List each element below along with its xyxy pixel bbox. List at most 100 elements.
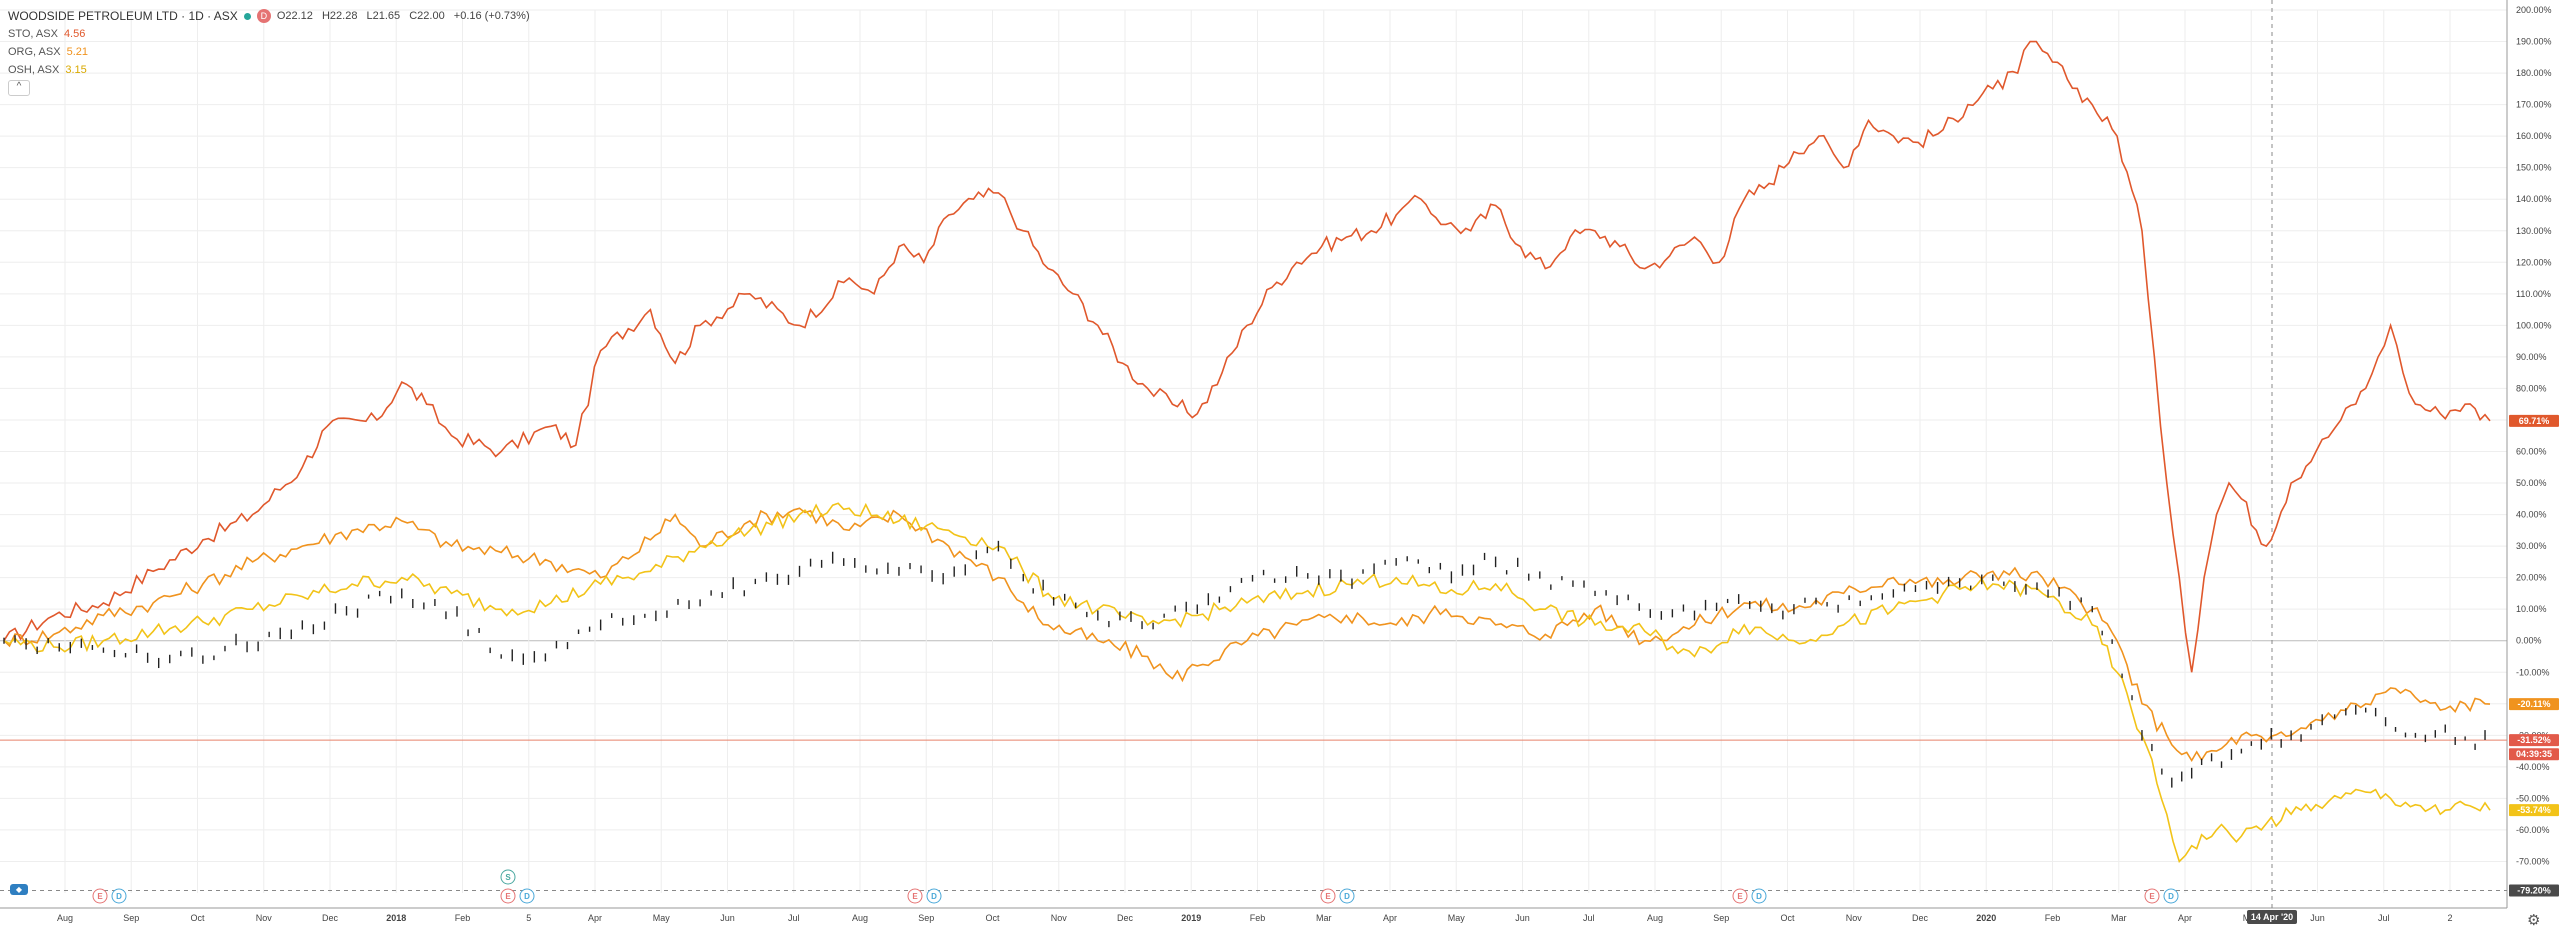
x-tick-label: Jun (2310, 913, 2325, 923)
dividend-marker (1339, 888, 1355, 904)
y-tick-label: 30.00% (2516, 541, 2547, 551)
osh-series-line (3, 502, 2491, 864)
event-marker-label: E (2149, 892, 2155, 901)
close-value: C22.00 (409, 10, 445, 22)
axis-value-tag (2509, 414, 2559, 427)
compare-symbol-value: 5.21 (66, 46, 88, 58)
event-marker-label: S (505, 873, 511, 882)
axis-value-tag-label: -79.20% (2517, 885, 2551, 895)
symbol-title[interactable]: WOODSIDE PETROLEUM LTD · 1D · ASX (8, 9, 238, 23)
event-marker-label: E (97, 892, 103, 901)
tradingview-logo-icon[interactable]: ◆ (10, 884, 28, 895)
org-series-line (3, 507, 2491, 763)
market-status-icon (243, 12, 251, 20)
y-tick-label: 160.00% (2516, 131, 2552, 141)
event-marker-label: E (912, 892, 918, 901)
y-tick-label: 90.00% (2516, 352, 2547, 362)
y-tick-label: 130.00% (2516, 226, 2552, 236)
y-tick-label: 10.00% (2516, 604, 2547, 614)
y-tick-label: 110.00% (2516, 289, 2551, 299)
axis-value-tag-label: -31.52% (2517, 735, 2551, 745)
event-marker-label: E (505, 892, 511, 901)
y-tick-label: 50.00% (2516, 478, 2547, 488)
y-tick-label: 40.00% (2516, 510, 2547, 520)
open-value: O22.12 (276, 10, 313, 22)
x-tick-label: Feb (455, 913, 471, 923)
y-tick-label: -40.00% (2516, 762, 2550, 772)
x-tick-label: Nov (256, 913, 273, 923)
gear-icon[interactable]: ⚙ (2527, 912, 2541, 929)
earnings-marker (907, 888, 923, 904)
y-tick-label: -50.00% (2516, 793, 2550, 803)
status-badge: D (256, 9, 271, 23)
split-marker (500, 869, 516, 885)
x-tick-label: 2 (2447, 913, 2452, 923)
x-tick-label: 2019 (1181, 913, 1201, 923)
x-tick-label: Mar (2111, 913, 2127, 923)
x-tick-label: 2018 (386, 913, 406, 923)
earnings-marker (92, 888, 108, 904)
x-tick-label: Sep (918, 913, 934, 923)
y-tick-label: 100.00% (2516, 320, 2552, 330)
compare-symbol-label: OSH, ASX (8, 64, 60, 76)
axis-value-tag (2509, 698, 2559, 711)
legend-main-row: WOODSIDE PETROLEUM LTD · 1D · ASX D O22.… (8, 7, 536, 25)
axis-value-tag-label: 04:39:35 (2516, 749, 2552, 759)
dividend-marker (111, 888, 127, 904)
compare-symbol-label: STO, ASX (8, 28, 58, 40)
axis-value-tag-label: -53.74% (2517, 805, 2551, 815)
x-tick-label: Aug (57, 913, 73, 923)
y-tick-label: 80.00% (2516, 383, 2547, 393)
x-tick-label: Jul (2378, 913, 2390, 923)
axis-value-tag (2509, 804, 2559, 817)
x-tick-label: May (653, 913, 671, 923)
x-tick-label: Apr (1383, 913, 1397, 923)
x-tick-label: Sep (123, 913, 139, 923)
y-tick-label: -60.00% (2516, 825, 2550, 835)
x-tick-label: Jun (720, 913, 735, 923)
y-tick-label: 170.00% (2516, 100, 2552, 110)
axis-value-tag-label: -20.11% (2517, 699, 2550, 709)
event-marker-label: D (1756, 892, 1762, 901)
legend-compare-org[interactable]: ORG, ASX 5.21 (8, 43, 536, 61)
compare-symbol-value: 4.56 (63, 28, 86, 40)
event-marker-label: D (931, 892, 937, 901)
y-tick-label: -70.00% (2516, 856, 2550, 866)
compare-symbol-value: 3.15 (65, 64, 87, 76)
x-tick-label: Jun (1515, 913, 1530, 923)
dividend-marker (519, 888, 535, 904)
legend-compare-osh[interactable]: OSH, ASX 3.15 (8, 61, 536, 79)
y-tick-label: 60.00% (2516, 447, 2547, 457)
y-tick-label: 150.00% (2516, 163, 2552, 173)
y-tick-label: 0.00% (2516, 636, 2542, 646)
dividend-marker (926, 888, 942, 904)
axis-value-tag (2509, 884, 2559, 897)
earnings-marker (1732, 888, 1748, 904)
x-tick-label: Feb (2045, 913, 2061, 923)
ohlc-values: O22.12 H22.28 L21.65 C22.00 +0.16 (+0.73… (277, 7, 536, 25)
crosshair-date-label: 14 Apr '20 (2251, 912, 2293, 922)
x-tick-label: Oct (985, 913, 1000, 923)
legend-compare-sto[interactable]: STO, ASX 4.56 (8, 25, 536, 43)
earnings-marker (2144, 888, 2160, 904)
low-value: L21.65 (366, 10, 401, 22)
x-tick-label: Mar (1316, 913, 1332, 923)
sto-series-line (3, 40, 2491, 673)
x-tick-label: Dec (1912, 913, 1929, 923)
axis-value-tag (2509, 734, 2559, 747)
x-tick-label: May (1448, 913, 1466, 923)
event-marker-label: D (524, 892, 530, 901)
x-tick-label: Nov (1846, 913, 1863, 923)
y-tick-label: 140.00% (2516, 194, 2552, 204)
earnings-marker (1320, 888, 1336, 904)
x-tick-label: Dec (1117, 913, 1134, 923)
x-tick-label: Apr (588, 913, 602, 923)
x-tick-label: Aug (1647, 913, 1663, 923)
y-tick-label: 20.00% (2516, 573, 2547, 583)
collapse-legend-button[interactable]: ^ (8, 80, 30, 96)
x-tick-label: 2020 (1976, 913, 1996, 923)
y-tick-label: -10.00% (2516, 667, 2550, 677)
y-tick-label: 190.00% (2516, 37, 2552, 47)
axis-value-tag-label: 69.71% (2519, 416, 2550, 426)
